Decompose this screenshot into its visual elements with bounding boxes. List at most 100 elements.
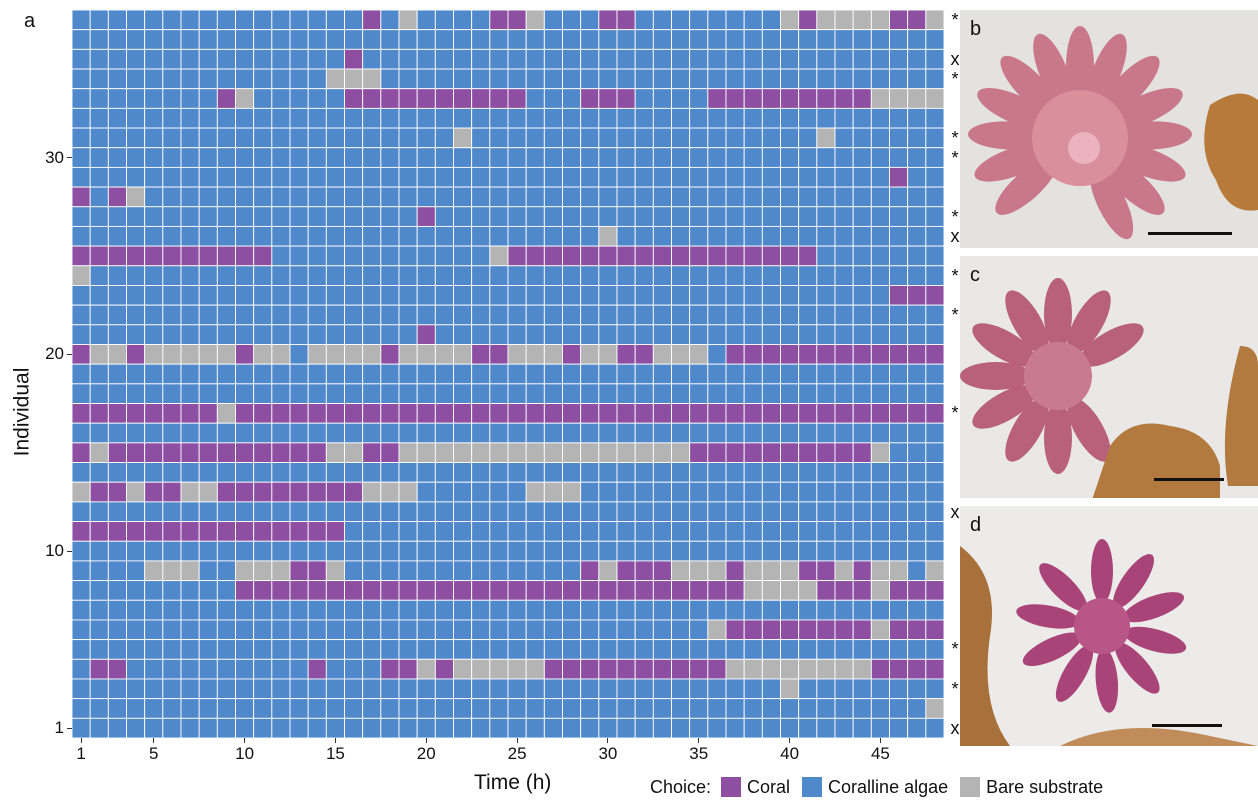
heatmap-cell <box>852 658 872 680</box>
heatmap-cell <box>325 678 345 700</box>
heatmap-cell <box>907 481 927 503</box>
heatmap-cell <box>652 68 672 90</box>
heatmap-cell <box>362 462 382 483</box>
heatmap-cell <box>562 442 582 463</box>
heatmap-cell <box>289 304 309 326</box>
heatmap-cell <box>289 599 309 621</box>
heatmap-cell <box>780 422 800 444</box>
heatmap-cell <box>253 285 273 306</box>
heatmap-cell <box>689 403 709 424</box>
heatmap-cell <box>743 48 763 70</box>
heatmap-cell <box>652 48 672 70</box>
heatmap-cell <box>598 324 618 345</box>
heatmap-cell <box>707 10 727 31</box>
heatmap-cell <box>180 68 200 90</box>
heatmap-cell <box>598 48 618 70</box>
heatmap-cell <box>652 363 672 385</box>
heatmap-cell <box>307 265 327 286</box>
heatmap-cell <box>907 10 927 31</box>
heatmap-cell <box>598 521 618 542</box>
heatmap-cell <box>870 147 890 168</box>
heatmap-cell <box>562 166 582 188</box>
heatmap-cell <box>107 88 127 109</box>
heatmap-cell <box>72 698 91 719</box>
heatmap-cell <box>144 265 164 286</box>
heatmap-cell <box>834 383 854 404</box>
heatmap-cell <box>834 186 854 208</box>
heatmap-cell <box>489 10 509 31</box>
heatmap-cell <box>761 344 781 365</box>
heatmap-cell <box>398 678 418 700</box>
heatmap-cell <box>907 304 927 326</box>
heatmap-cell <box>525 10 545 31</box>
heatmap-cell <box>398 265 418 286</box>
heatmap-cell <box>235 658 255 680</box>
heatmap-cell <box>380 540 400 562</box>
legend: Choice: Coral Coralline algae Bare subst… <box>650 776 1115 798</box>
heatmap-cell <box>289 265 309 286</box>
heatmap-cell <box>398 344 418 365</box>
heatmap-cell <box>634 265 654 286</box>
heatmap-cell <box>216 442 236 463</box>
heatmap-cell <box>344 580 364 601</box>
heatmap-cell <box>253 363 273 385</box>
heatmap-cell <box>870 481 890 503</box>
heatmap-cell <box>416 639 436 660</box>
heatmap-cell <box>671 147 691 168</box>
heatmap-cell <box>453 501 473 523</box>
heatmap-cell <box>362 363 382 385</box>
heatmap-cell <box>235 206 255 227</box>
heatmap-cell <box>271 29 291 50</box>
heatmap-cell <box>180 481 200 503</box>
x-tick-label: 40 <box>780 744 800 763</box>
heatmap-cell <box>580 422 600 444</box>
heatmap-cell <box>198 245 218 267</box>
heatmap-cell <box>180 658 200 680</box>
heatmap-cell <box>907 285 927 306</box>
heatmap-cell <box>816 442 836 463</box>
heatmap-cell <box>725 540 745 562</box>
heatmap-cell <box>253 68 273 90</box>
heatmap-cell <box>380 383 400 404</box>
heatmap-cell <box>89 186 109 208</box>
heatmap-cell <box>543 304 563 326</box>
heatmap-cell <box>144 717 164 738</box>
heatmap-cell <box>580 245 600 267</box>
heatmap-cell <box>89 107 109 129</box>
heatmap-cell <box>689 698 709 719</box>
heatmap-cell <box>198 107 218 129</box>
heatmap-cell <box>634 560 654 582</box>
heatmap-cell <box>198 678 218 700</box>
heatmap-cell <box>72 206 91 227</box>
heatmap-cell <box>489 717 509 738</box>
row-marker: * <box>951 304 959 325</box>
heatmap-cell <box>162 344 182 365</box>
heatmap-cell <box>180 619 200 641</box>
heatmap-cell <box>707 481 727 503</box>
heatmap-cell <box>671 560 691 582</box>
heatmap-cell <box>416 678 436 700</box>
heatmap-cell <box>271 560 291 582</box>
heatmap-cell <box>907 225 927 247</box>
heatmap-cell <box>380 285 400 306</box>
heatmap-cell <box>489 166 509 188</box>
heatmap-cell <box>925 481 944 503</box>
heatmap-cell <box>634 147 654 168</box>
heatmap-cell <box>362 481 382 503</box>
heatmap-cell <box>870 186 890 208</box>
heatmap-cell <box>198 225 218 247</box>
heatmap-cell <box>89 403 109 424</box>
heatmap-cell <box>725 29 745 50</box>
heatmap-cell <box>162 225 182 247</box>
heatmap-cell <box>271 147 291 168</box>
heatmap-cell <box>380 462 400 483</box>
heatmap-cell <box>671 442 691 463</box>
heatmap-cell <box>689 560 709 582</box>
heatmap-cell <box>525 186 545 208</box>
heatmap-cell <box>180 186 200 208</box>
heatmap-cell <box>907 88 927 109</box>
heatmap-cell <box>471 481 491 503</box>
heatmap-cell <box>834 265 854 286</box>
heatmap-cell <box>725 619 745 641</box>
heatmap-cell <box>671 344 691 365</box>
